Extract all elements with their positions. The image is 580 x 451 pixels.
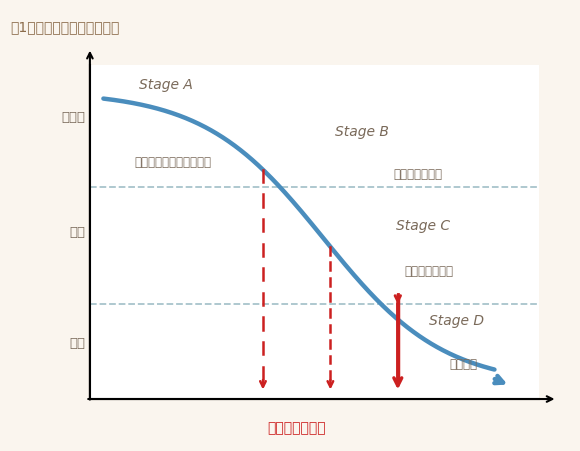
Text: Stage C: Stage C	[396, 218, 450, 232]
Text: 治療抵抗: 治療抵抗	[450, 358, 477, 371]
Text: 心不全症状あり: 心不全症状あり	[405, 264, 454, 277]
Text: 高いリスクを抱えている: 高いリスクを抱えている	[135, 156, 212, 169]
Text: Stage D: Stage D	[429, 313, 484, 327]
Text: 重症: 重症	[69, 336, 85, 349]
Text: Stage A: Stage A	[139, 78, 193, 92]
Text: 軽症: 軽症	[69, 226, 85, 239]
Text: 予期せぬ突然死: 予期せぬ突然死	[267, 420, 326, 434]
Text: 図1　心臓病の「ステージ」: 図1 心臓病の「ステージ」	[10, 20, 120, 34]
Text: ポンプ機能悪化: ポンプ機能悪化	[393, 167, 443, 180]
Text: 無症状: 無症状	[61, 110, 85, 124]
Text: Stage B: Stage B	[335, 125, 389, 139]
